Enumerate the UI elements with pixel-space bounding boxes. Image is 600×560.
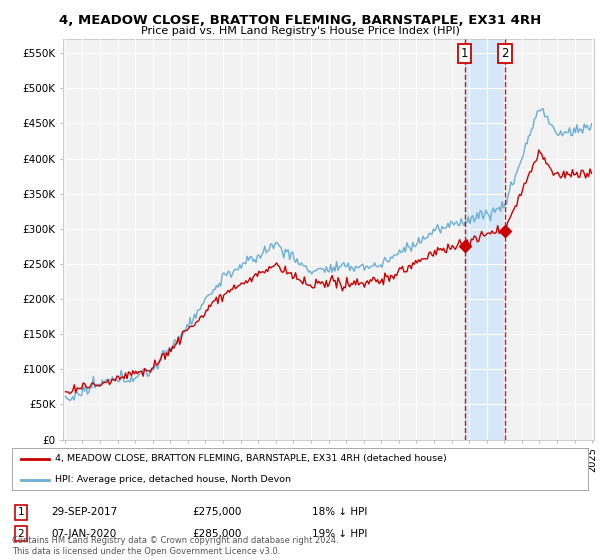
Text: 1: 1	[461, 46, 469, 60]
Text: 18% ↓ HPI: 18% ↓ HPI	[312, 507, 367, 517]
Text: 4, MEADOW CLOSE, BRATTON FLEMING, BARNSTAPLE, EX31 4RH (detached house): 4, MEADOW CLOSE, BRATTON FLEMING, BARNST…	[55, 454, 447, 463]
Text: 2: 2	[17, 529, 25, 539]
Text: £285,000: £285,000	[192, 529, 241, 539]
Bar	[465, 39, 505, 440]
Text: 19% ↓ HPI: 19% ↓ HPI	[312, 529, 367, 539]
Text: Contains HM Land Registry data © Crown copyright and database right 2024.
This d: Contains HM Land Registry data © Crown c…	[12, 536, 338, 556]
Text: Price paid vs. HM Land Registry's House Price Index (HPI): Price paid vs. HM Land Registry's House …	[140, 26, 460, 36]
Text: £275,000: £275,000	[192, 507, 241, 517]
Text: 1: 1	[17, 507, 25, 517]
Text: 4, MEADOW CLOSE, BRATTON FLEMING, BARNSTAPLE, EX31 4RH: 4, MEADOW CLOSE, BRATTON FLEMING, BARNST…	[59, 14, 541, 27]
Text: HPI: Average price, detached house, North Devon: HPI: Average price, detached house, Nort…	[55, 475, 291, 484]
Text: 07-JAN-2020: 07-JAN-2020	[51, 529, 116, 539]
Text: 2: 2	[501, 46, 509, 60]
Text: 29-SEP-2017: 29-SEP-2017	[51, 507, 117, 517]
